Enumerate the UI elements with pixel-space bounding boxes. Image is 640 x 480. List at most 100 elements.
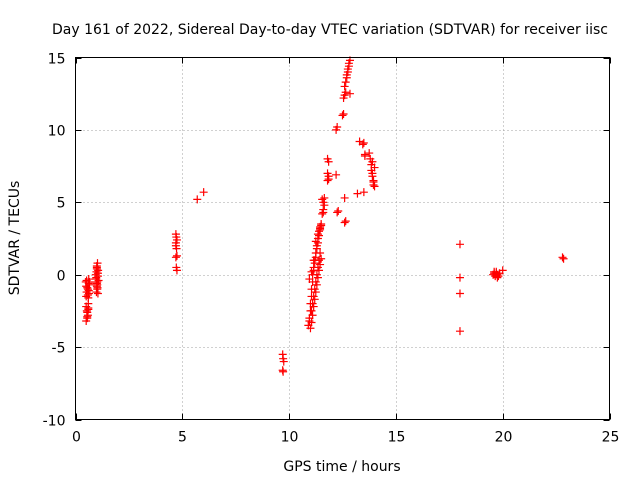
y-tick-label: 0 [57,269,66,285]
data-point [369,178,378,187]
data-point [323,176,332,185]
plot-frame [75,57,610,420]
data-point [172,244,181,253]
data-point [319,208,328,217]
data-point [365,149,374,158]
data-point [316,224,325,233]
data-point [493,273,502,282]
data-point [359,188,368,197]
grid [75,57,610,420]
data-point [340,218,349,227]
data-point [455,240,464,249]
data-point [279,357,288,366]
data-point [353,189,362,198]
data-point [83,285,92,294]
data-point [82,292,91,301]
x-tick-label: 0 [72,430,81,446]
data-point [341,78,350,87]
data-point [359,138,368,147]
data-point [171,253,180,262]
y-tick-label: 5 [57,196,66,212]
data-points [81,56,568,376]
x-tick-label: 5 [178,430,187,446]
data-point [558,253,567,262]
data-point [172,266,181,275]
y-tick-label: 15 [48,52,66,68]
x-tick-label: 25 [602,430,620,446]
data-point [345,89,354,98]
data-point [84,286,93,295]
y-tick-label: 10 [48,124,66,140]
data-point [311,237,320,246]
chart-title: Day 161 of 2022, Sidereal Day-to-day VTE… [52,22,608,38]
data-point [308,311,317,320]
data-point [358,140,367,149]
data-point [307,318,316,327]
data-point [171,238,180,247]
data-point [498,266,507,275]
data-point [306,324,315,333]
data-point [323,154,332,163]
data-point [92,288,101,297]
data-point [307,267,316,276]
x-axis-label: GPS time / hours [283,459,400,475]
data-point [309,256,318,265]
data-point [370,182,379,191]
data-point [84,305,93,314]
data-point [455,273,464,282]
data-point [93,280,102,289]
data-point [368,157,377,166]
data-point [308,299,317,308]
data-point [341,217,350,226]
data-point [172,251,181,260]
data-point [490,267,499,276]
x-tick-label: 20 [495,430,513,446]
data-point [305,275,314,284]
axis-ticks: 0 5 10 15 20 25 -10 -5 0 5 10 15 [43,52,620,446]
data-point [199,188,208,197]
data-point [310,285,319,294]
data-point [332,170,341,179]
data-point [334,206,343,215]
data-point [455,327,464,336]
data-point [559,254,568,263]
data-point [317,254,326,263]
data-point [85,277,94,286]
data-point [309,292,318,301]
data-point [83,312,92,321]
data-point [312,270,321,279]
data-point [320,193,329,202]
data-point [341,88,350,97]
data-point [311,277,320,286]
y-axis-label: SDTVAR / TECUs [7,181,23,296]
data-point [92,264,101,273]
data-point [315,231,324,240]
data-point [340,82,349,91]
data-point [93,272,102,281]
data-point [318,209,327,218]
data-point [324,175,333,184]
x-tick-label: 10 [281,430,299,446]
data-point [193,195,202,204]
data-point [316,248,325,257]
data-point [360,150,369,159]
data-point [313,230,322,239]
data-point [313,263,322,272]
data-point [333,208,342,217]
data-point [340,193,349,202]
y-tick-label: -5 [52,341,66,357]
data-point [338,111,347,120]
data-point [333,123,342,132]
data-point [455,289,464,298]
data-point [94,276,103,285]
data-point [279,367,288,376]
data-point [307,306,316,315]
data-point [323,169,332,178]
data-point [82,317,91,326]
data-point [368,172,377,181]
data-point [339,109,348,118]
data-point [312,244,321,253]
y-tick-label: -10 [43,414,66,430]
data-point [370,163,379,172]
